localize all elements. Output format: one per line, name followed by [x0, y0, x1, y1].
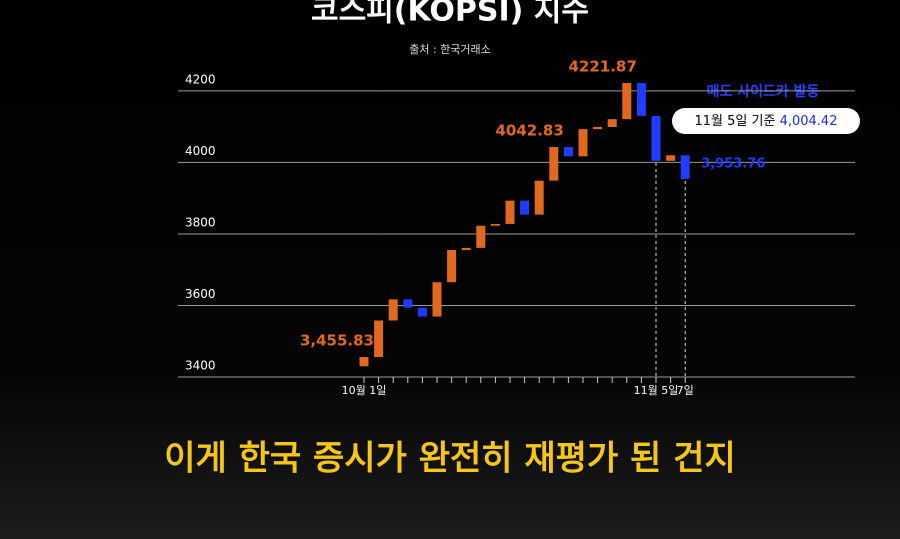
- value-label: 4,004.42: [780, 114, 838, 129]
- bar: [593, 127, 603, 130]
- bar: [578, 129, 588, 157]
- y-tick-label: 3600: [185, 287, 216, 301]
- bar: [417, 307, 427, 317]
- chart-subtitle: 출처 : 한국거래소: [409, 43, 491, 56]
- callout: 11월 5일 기준 4,004.42: [695, 114, 838, 129]
- bar: [651, 115, 661, 161]
- bar: [534, 180, 544, 215]
- y-tick-label: 3800: [185, 215, 216, 229]
- bar: [388, 299, 398, 321]
- bar: [461, 247, 471, 251]
- annotation: 매도 사이드카 발동: [707, 83, 820, 100]
- value-label: 3,455.83: [300, 332, 374, 350]
- bar: [505, 200, 515, 224]
- bar: [636, 83, 646, 116]
- bar: [680, 155, 690, 179]
- bar: [490, 223, 500, 226]
- bar: [432, 282, 442, 317]
- x-tick-label: 10월 1일: [342, 383, 387, 397]
- bar: [476, 225, 486, 248]
- chart-title: 코스피(KOPSI) 지수: [311, 0, 589, 29]
- bar: [666, 155, 676, 161]
- caption: 이게 한국 증시가 완전히 재평가 된 건지: [164, 439, 736, 479]
- bar: [403, 299, 413, 308]
- bar: [520, 200, 530, 215]
- x-tick-label: 11월 5일: [634, 383, 679, 397]
- bar: [447, 250, 457, 283]
- bar: [622, 83, 632, 120]
- value-label: 4042.83: [495, 122, 563, 140]
- callout-text: 11월 5일 기준: [695, 114, 776, 129]
- value-label: 4221.87: [568, 58, 636, 76]
- callout-box: [672, 108, 860, 134]
- y-tick-label: 4200: [185, 72, 216, 86]
- y-tick-label: 3400: [185, 359, 216, 373]
- value-label: 3,953.76: [701, 156, 765, 171]
- bar: [563, 147, 573, 157]
- bar: [549, 147, 559, 181]
- y-tick-label: 4000: [185, 144, 216, 158]
- bar: [359, 357, 369, 367]
- bar: [607, 119, 617, 128]
- x-tick-label: 7일: [677, 383, 694, 397]
- bar: [374, 320, 384, 358]
